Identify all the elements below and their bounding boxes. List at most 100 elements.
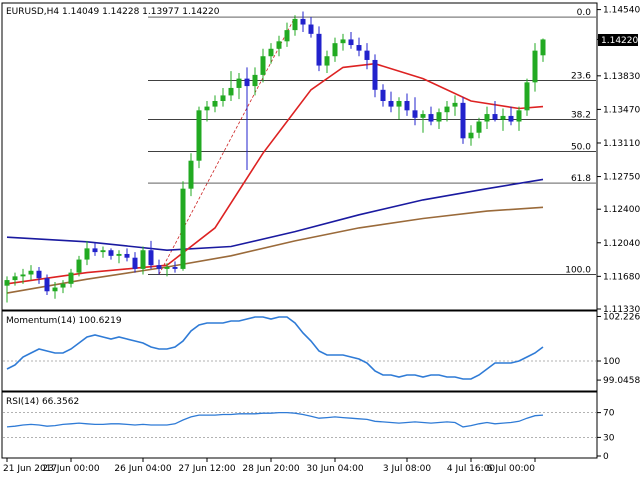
rsi-axis: 70 30 0: [597, 409, 615, 462]
candle[interactable]: [324, 50, 330, 74]
candle[interactable]: [44, 274, 50, 296]
time-tick-label: 26 Jun 04:00: [114, 464, 171, 474]
candle[interactable]: [364, 43, 370, 70]
candle[interactable]: [140, 246, 146, 275]
rsi-line[interactable]: [6, 411, 544, 428]
candle[interactable]: [340, 33, 346, 51]
candle[interactable]: [460, 97, 466, 144]
momentum-indicator: [3, 316, 596, 380]
candle[interactable]: [52, 281, 58, 299]
candle[interactable]: [420, 110, 426, 133]
candle[interactable]: [108, 248, 114, 260]
candle[interactable]: [156, 259, 162, 275]
price-tick-label: 1.12400: [603, 205, 640, 215]
candle[interactable]: [404, 93, 410, 116]
candle[interactable]: [492, 101, 498, 122]
candle[interactable]: [308, 17, 314, 38]
price-tick-label: 1.13470: [603, 105, 640, 115]
candle[interactable]: [468, 125, 474, 146]
momentum-tick-label: 99.0458: [603, 376, 640, 386]
ohlc-label: 1.14049 1.14228 1.13977 1.14220: [62, 7, 220, 17]
candle[interactable]: [500, 108, 506, 131]
candle[interactable]: [484, 106, 490, 129]
sma100-line[interactable]: [6, 178, 544, 252]
candle[interactable]: [196, 106, 202, 169]
candle[interactable]: [380, 84, 386, 107]
time-tick-label: 6 Jul 00:00: [487, 464, 536, 474]
momentum-label: Momentum(14) 100.6219: [6, 316, 122, 326]
candle[interactable]: [452, 95, 458, 116]
fib-label-2: 38.2: [571, 111, 591, 121]
rsi-tick-label: 70: [603, 409, 615, 419]
candle[interactable]: [348, 31, 354, 49]
candle[interactable]: [68, 268, 74, 288]
rsi-panel[interactable]: [1, 391, 598, 459]
candle[interactable]: [300, 11, 306, 32]
candle[interactable]: [476, 117, 482, 139]
candle[interactable]: [124, 248, 130, 262]
candle[interactable]: [284, 22, 290, 47]
price-tick-label: 1.14540: [603, 6, 640, 16]
momentum-line[interactable]: [6, 316, 544, 380]
candle[interactable]: [164, 263, 170, 277]
candle[interactable]: [524, 78, 530, 116]
candle[interactable]: [428, 106, 434, 126]
candle[interactable]: [76, 255, 82, 277]
candle[interactable]: [516, 106, 522, 131]
candle[interactable]: [236, 73, 242, 100]
candle[interactable]: [436, 108, 442, 129]
candle[interactable]: [260, 48, 266, 83]
rsi-tick-label: 0: [603, 452, 609, 462]
candle[interactable]: [180, 181, 186, 271]
candle[interactable]: [244, 67, 250, 171]
candle[interactable]: [228, 71, 234, 102]
momentum-panel[interactable]: [1, 310, 598, 392]
candle[interactable]: [292, 15, 298, 36]
sma20-line[interactable]: [6, 62, 544, 285]
candle[interactable]: [532, 43, 538, 92]
candle[interactable]: [188, 153, 194, 197]
candle[interactable]: [332, 37, 338, 62]
candle[interactable]: [444, 101, 450, 122]
fib-trend-line[interactable]: [158, 16, 296, 275]
candle[interactable]: [20, 268, 26, 284]
candle[interactable]: [116, 250, 122, 264]
candle[interactable]: [60, 280, 66, 294]
candle[interactable]: [148, 240, 154, 269]
candle[interactable]: [12, 272, 18, 286]
candle[interactable]: [100, 246, 106, 258]
candle[interactable]: [132, 252, 138, 273]
time-tick-label: 21 Jun 2017: [3, 464, 57, 474]
candle[interactable]: [540, 38, 546, 62]
fib-label-4: 61.8: [571, 174, 591, 184]
candle[interactable]: [276, 35, 282, 57]
candlesticks: [4, 11, 546, 303]
candle[interactable]: [220, 87, 226, 107]
sma200-line[interactable]: [6, 206, 544, 294]
current-price-badge: [598, 34, 638, 46]
candle[interactable]: [252, 67, 258, 96]
candle[interactable]: [36, 267, 42, 284]
candle[interactable]: [388, 91, 394, 113]
candle[interactable]: [268, 43, 274, 64]
candle[interactable]: [412, 97, 418, 126]
candle[interactable]: [84, 240, 90, 266]
candle[interactable]: [4, 276, 10, 303]
candle[interactable]: [92, 242, 98, 256]
candle[interactable]: [204, 101, 210, 122]
price-tick-label: 1.13110: [603, 139, 640, 149]
candle[interactable]: [396, 97, 402, 120]
fib-label-3: 50.0: [571, 142, 591, 152]
price-axis: 1.14540 1.13830 1.13470 1.13110 1.12750 1.124…: [597, 6, 640, 315]
candle[interactable]: [372, 54, 378, 98]
candle[interactable]: [356, 37, 362, 57]
candle[interactable]: [316, 26, 322, 72]
candle[interactable]: [28, 265, 34, 281]
candle[interactable]: [212, 95, 218, 113]
candle[interactable]: [172, 261, 178, 273]
time-tick-label: 4 Jul 16:00: [447, 464, 496, 474]
candle[interactable]: [508, 106, 514, 126]
price-panel[interactable]: [1, 2, 598, 311]
